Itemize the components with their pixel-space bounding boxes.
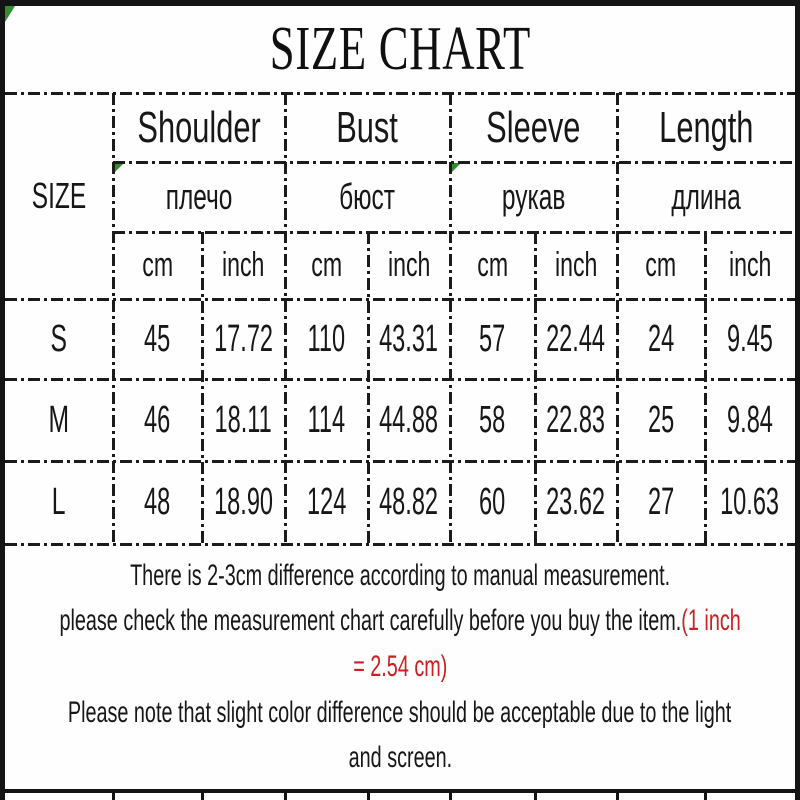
bottom-tick (616, 793, 619, 800)
rule-below-ru (113, 231, 795, 234)
note-check-chart: please check the measurement chart caref… (59, 604, 741, 638)
bottom-tick (201, 793, 204, 800)
bottom-tick (367, 793, 370, 800)
cell-marker-icon (114, 163, 124, 173)
unit-sleeve-inch: inch (554, 246, 598, 284)
table-bottom-rule (0, 789, 800, 793)
col-rule-size (112, 93, 115, 544)
cell-l-length-inch: 10.63 (720, 481, 780, 523)
border-left (0, 0, 5, 800)
cell-s-length-inch: 9.45 (727, 317, 773, 360)
size-table: SIZE Shoulder Bust Sleeve Length плечо б… (5, 93, 795, 544)
unit-shoulder-inch: inch (222, 246, 265, 284)
bottom-tick (704, 793, 707, 800)
cell-m-sleeve-cm: 58 (479, 398, 506, 441)
cell-l-sleeve-cm: 60 (479, 481, 506, 523)
subcol-rule-length (704, 232, 707, 544)
cell-marker-icon (451, 163, 461, 173)
cell-l-shoulder-cm: 48 (144, 481, 171, 523)
note-color-difference: Please note that slight color difference… (68, 695, 732, 729)
header-shoulder-ru: плечо (165, 176, 233, 217)
bottom-tick (112, 793, 115, 800)
cell-s-shoulder-cm: 45 (144, 317, 171, 360)
header-bust: Bust (336, 102, 399, 152)
unit-length-inch: inch (728, 246, 772, 284)
notes-section: There is 2-3cm difference according to m… (5, 547, 795, 787)
col-rule-sleeve-length (616, 93, 619, 544)
cell-s-length-cm: 24 (647, 317, 675, 360)
header-sleeve-ru: рукав (501, 176, 566, 217)
note-inch-conversion: = 2.54 cm) (352, 649, 448, 683)
col-rule-shoulder-bust (284, 93, 287, 544)
cell-l-length-cm: 27 (647, 481, 675, 523)
bottom-tick (449, 793, 452, 800)
cell-m-sleeve-inch: 22.83 (546, 398, 606, 441)
size-column-header: SIZE (31, 175, 87, 216)
subcol-rule-bust (367, 232, 370, 544)
cell-l-bust-inch: 48.82 (379, 481, 439, 523)
header-shoulder: Shoulder (137, 102, 261, 152)
title-row: SIZE CHART (5, 6, 795, 92)
row-label-m: M (48, 398, 70, 441)
cell-l-sleeve-inch: 23.62 (546, 481, 606, 523)
unit-length-cm: cm (645, 246, 677, 284)
cell-m-length-inch: 9.84 (727, 398, 773, 441)
row-label-s: S (50, 317, 68, 360)
page-title: SIZE CHART (269, 14, 531, 83)
rule-below-units (5, 298, 795, 301)
rule-below-l (5, 543, 795, 546)
cell-m-shoulder-cm: 46 (144, 398, 171, 441)
rule-below-headers (113, 161, 795, 164)
unit-bust-cm: cm (311, 246, 342, 284)
cell-s-sleeve-cm: 57 (479, 317, 506, 360)
cell-l-bust-cm: 124 (306, 481, 347, 523)
unit-sleeve-cm: cm (477, 246, 508, 284)
cell-s-bust-inch: 43.31 (379, 317, 439, 360)
row-label-l: L (52, 481, 66, 523)
rule-below-m (5, 460, 795, 463)
bottom-tick (284, 793, 287, 800)
cell-m-bust-inch: 44.88 (379, 398, 439, 441)
cell-m-length-cm: 25 (647, 398, 675, 441)
corner-marker-icon (5, 6, 15, 22)
rule-below-s (5, 378, 795, 381)
unit-bust-inch: inch (387, 246, 431, 284)
cell-m-shoulder-inch: 18.11 (214, 398, 273, 441)
header-length: Length (658, 102, 754, 152)
note-measurement: There is 2-3cm difference according to m… (129, 558, 671, 592)
border-top (0, 0, 800, 6)
col-rule-bust-sleeve (449, 93, 452, 544)
subcol-rule-sleeve (534, 232, 537, 544)
header-sleeve: Sleeve (486, 102, 581, 152)
cell-s-shoulder-inch: 17.72 (214, 317, 273, 360)
header-bust-ru: бюст (339, 176, 396, 217)
header-length-ru: длина (671, 176, 741, 217)
note-color-difference-2: and screen. (348, 741, 452, 775)
cell-s-bust-cm: 110 (307, 317, 346, 360)
rule-below-title (5, 92, 795, 95)
unit-shoulder-cm: cm (142, 246, 173, 284)
cell-m-bust-cm: 114 (307, 398, 346, 441)
cell-s-sleeve-inch: 22.44 (546, 317, 606, 360)
bottom-tick (534, 793, 537, 800)
border-right (795, 0, 800, 800)
subcol-rule-shoulder (201, 232, 204, 544)
cell-l-shoulder-inch: 18.90 (214, 481, 273, 523)
